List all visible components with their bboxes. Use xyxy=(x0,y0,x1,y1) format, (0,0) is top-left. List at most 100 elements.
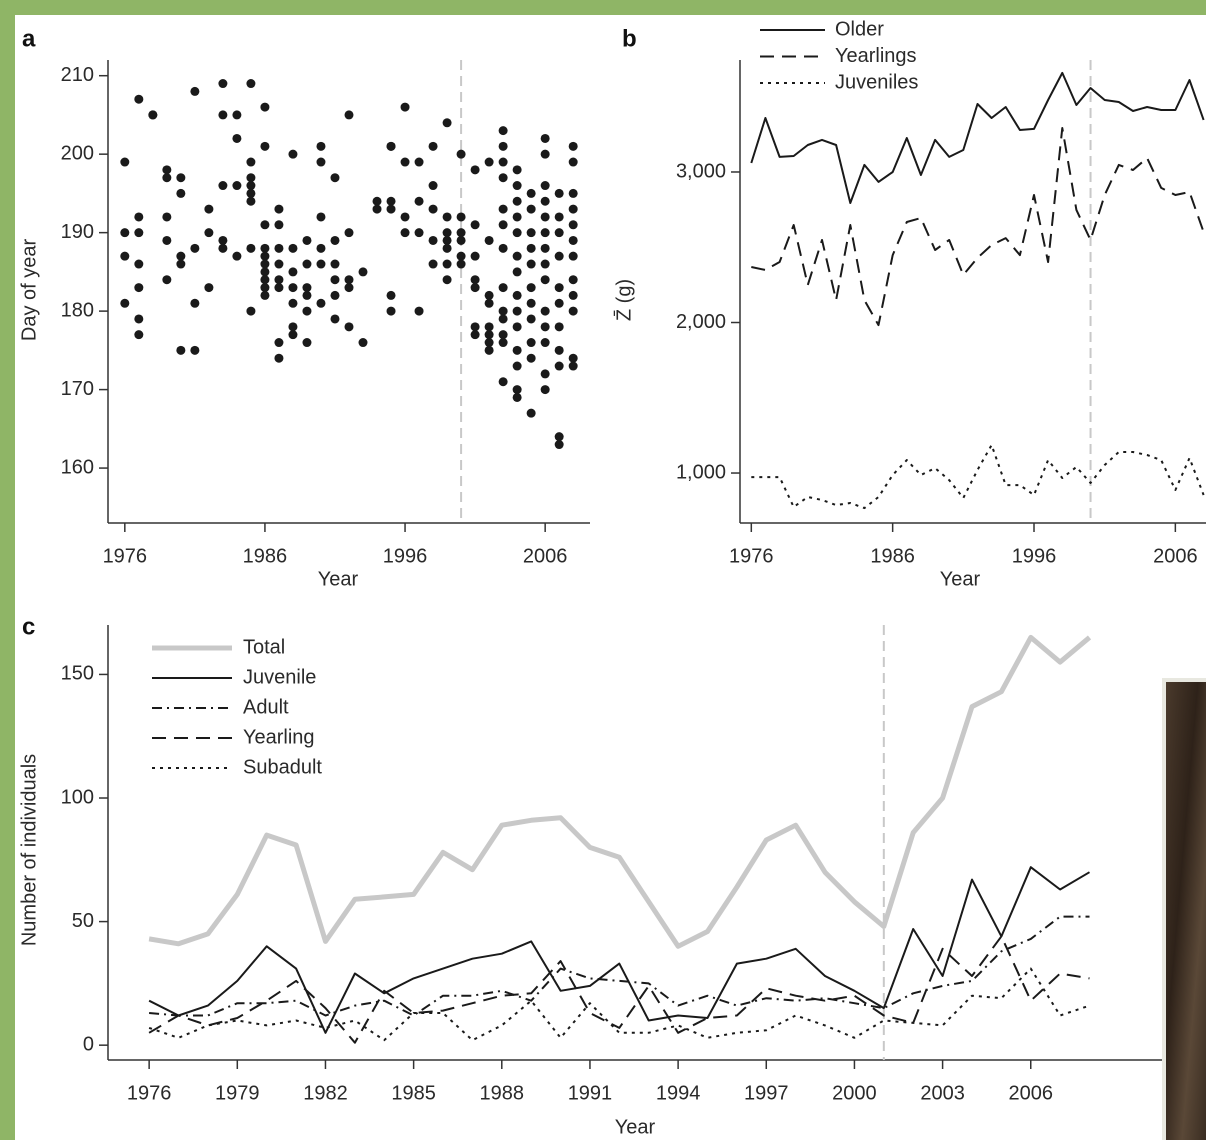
point xyxy=(540,181,550,191)
point xyxy=(428,204,438,214)
point xyxy=(414,157,424,167)
x-tick-label: 2003 xyxy=(920,1082,965,1104)
point xyxy=(470,330,480,340)
point xyxy=(470,251,480,261)
point xyxy=(120,228,130,238)
x-tick-label: 1976 xyxy=(127,1082,172,1104)
point xyxy=(428,259,438,269)
point xyxy=(386,204,396,214)
point xyxy=(512,165,522,175)
legend-label: Adult xyxy=(243,696,289,718)
point xyxy=(288,283,298,293)
point xyxy=(540,212,550,222)
figure-background xyxy=(15,15,1206,1140)
point xyxy=(414,228,424,238)
point xyxy=(484,235,494,245)
photo xyxy=(1162,678,1206,1140)
point xyxy=(176,259,186,269)
y-tick-label: 0 xyxy=(83,1033,94,1055)
point xyxy=(512,290,522,300)
point xyxy=(260,283,270,293)
point xyxy=(316,298,326,308)
series-line xyxy=(750,71,1205,204)
y-tick-label: 200 xyxy=(61,142,94,164)
point xyxy=(218,79,228,89)
point xyxy=(232,251,242,261)
x-tick-label: 1997 xyxy=(744,1082,789,1104)
x-tick-label: 1979 xyxy=(215,1082,260,1104)
point xyxy=(176,173,186,183)
point xyxy=(470,220,480,230)
point xyxy=(386,306,396,316)
series-line xyxy=(148,967,1090,1042)
point xyxy=(148,110,158,120)
point xyxy=(512,212,522,222)
point xyxy=(344,275,354,285)
plots: a 160 170 180 190 200 210 1976 1986 1996 2006 Year D… xyxy=(18,18,1206,1138)
point xyxy=(386,196,396,206)
point xyxy=(134,330,144,340)
x-axis-label: Year xyxy=(615,1116,656,1138)
point xyxy=(470,275,480,285)
point xyxy=(540,133,550,143)
legend-label: Subadult xyxy=(243,756,322,778)
point xyxy=(246,181,256,191)
point xyxy=(302,290,312,300)
point xyxy=(526,408,536,418)
point xyxy=(568,188,578,198)
y-tick-label: 150 xyxy=(61,663,94,685)
point xyxy=(162,212,172,222)
point xyxy=(498,306,508,316)
point xyxy=(134,259,144,269)
point xyxy=(134,94,144,104)
point xyxy=(512,345,522,355)
point xyxy=(246,157,256,167)
point xyxy=(274,243,284,253)
point xyxy=(498,377,508,387)
point xyxy=(470,322,480,332)
x-tick-label: 1991 xyxy=(568,1082,613,1104)
point xyxy=(484,298,494,308)
x-tick-label: 1982 xyxy=(303,1082,348,1104)
x-tick-label: 2000 xyxy=(832,1082,877,1104)
y-axis-label: Number of individuals xyxy=(18,754,40,946)
point xyxy=(134,228,144,238)
point xyxy=(344,110,354,120)
point xyxy=(288,267,298,277)
x-tick-label: 2006 xyxy=(1009,1082,1054,1104)
point xyxy=(232,181,242,191)
point xyxy=(456,235,466,245)
point xyxy=(456,212,466,222)
point xyxy=(554,322,564,332)
point xyxy=(540,275,550,285)
point xyxy=(526,188,536,198)
point xyxy=(540,306,550,316)
point xyxy=(288,322,298,332)
point xyxy=(540,385,550,395)
point xyxy=(134,283,144,293)
point xyxy=(512,392,522,402)
point xyxy=(260,251,270,261)
point xyxy=(218,110,228,120)
point xyxy=(498,243,508,253)
point xyxy=(540,338,550,348)
x-tick-label: 1986 xyxy=(243,545,288,567)
point xyxy=(512,251,522,261)
x-tick-label: 1996 xyxy=(1012,545,1057,567)
point xyxy=(484,157,494,167)
point xyxy=(512,196,522,206)
point xyxy=(120,157,130,167)
point xyxy=(330,235,340,245)
point xyxy=(162,173,172,183)
point xyxy=(554,361,564,371)
point xyxy=(162,235,172,245)
point xyxy=(414,306,424,316)
x-tick-label: 1988 xyxy=(480,1082,525,1104)
point xyxy=(344,228,354,238)
point xyxy=(274,275,284,285)
point xyxy=(302,259,312,269)
y-tick-label: 100 xyxy=(61,786,94,808)
point xyxy=(568,220,578,230)
point xyxy=(120,251,130,261)
